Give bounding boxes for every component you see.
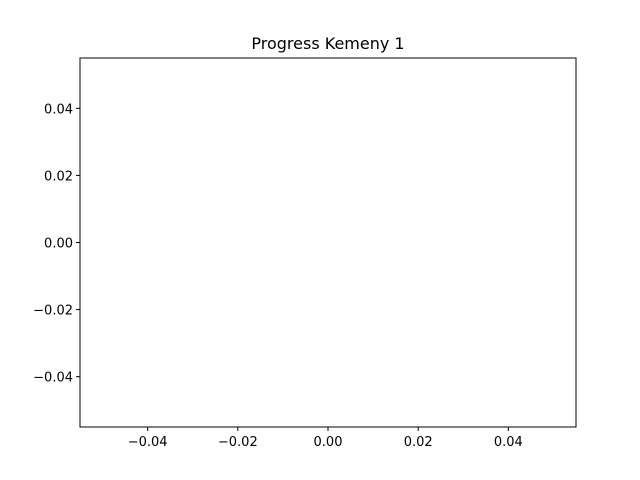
y-tick-label: 0.04 — [44, 102, 73, 117]
x-tick-label: 0.04 — [494, 435, 523, 450]
y-tick-label: −0.02 — [33, 304, 73, 319]
y-axis: −0.04 −0.02 0.00 0.02 0.04 — [33, 102, 80, 386]
chart-title: Progress Kemeny 1 — [251, 34, 404, 53]
x-tick-label: −0.04 — [128, 435, 168, 450]
y-tick-label: −0.04 — [33, 371, 73, 386]
x-tick-label: 0.00 — [314, 435, 343, 450]
x-tick-label: 0.02 — [404, 435, 433, 450]
x-axis: −0.04 −0.02 0.00 0.02 0.04 — [128, 427, 523, 450]
y-tick-label: 0.02 — [44, 169, 73, 184]
x-tick-label: −0.02 — [218, 435, 258, 450]
y-tick-label: 0.00 — [44, 237, 73, 252]
plot-area-frame — [79, 57, 577, 428]
